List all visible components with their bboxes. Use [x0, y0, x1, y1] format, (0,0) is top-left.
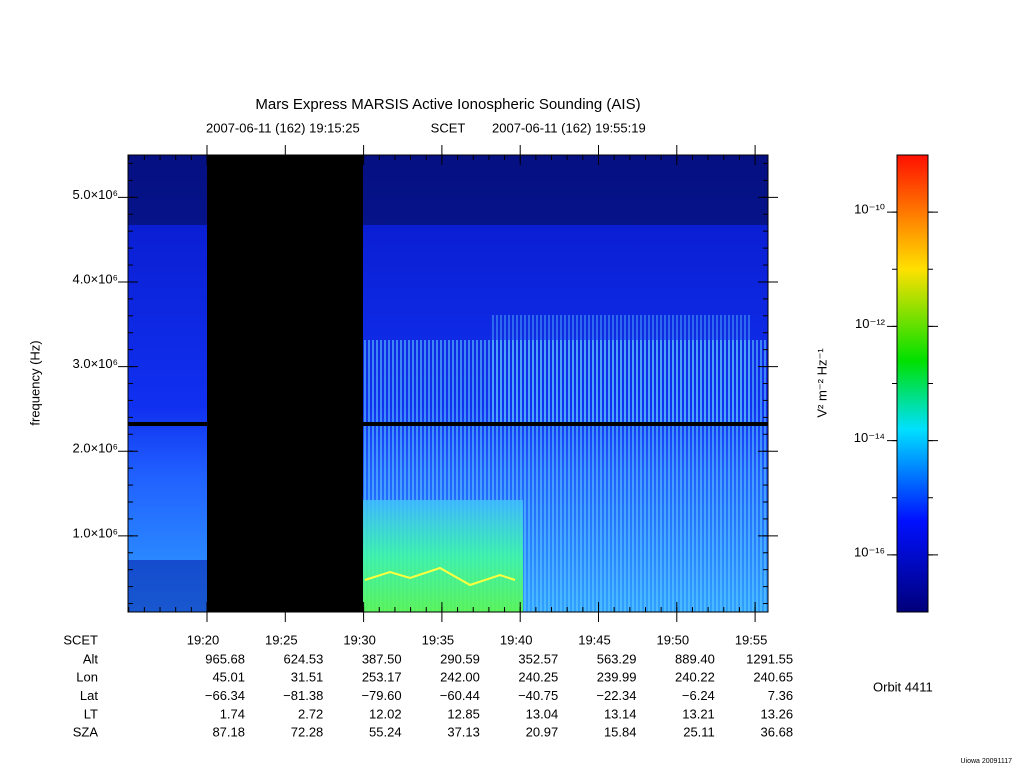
orbit-label: Orbit 4411 [873, 679, 933, 694]
y-tick-label: 3.0×10⁶ [73, 356, 118, 371]
colorbar-label: V² m⁻² Hz⁻¹ [814, 348, 829, 418]
table-cell: 55.24 [369, 725, 402, 740]
credit: Uiowa 20091117 [960, 758, 1012, 765]
end-time: 2007-06-11 (162) 19:55:19 [492, 120, 646, 135]
table-cell: 20.97 [526, 725, 559, 740]
table-cell: −40.75 [518, 688, 558, 703]
x-tick-label: 19:30 [343, 632, 376, 647]
x-tick-label: 19:45 [578, 632, 611, 647]
table-cell: 624.53 [284, 651, 324, 666]
colorbar-tick-label: 10⁻¹⁶ [854, 544, 885, 559]
table-cell: 965.68 [205, 651, 245, 666]
table-cell: 15.84 [604, 725, 637, 740]
table-cell: −6.24 [682, 688, 715, 703]
table-cell: 242.00 [440, 670, 480, 685]
table-cell: −79.60 [361, 688, 401, 703]
table-cell: 25.11 [683, 725, 715, 740]
table-cell: 36.68 [761, 725, 794, 740]
colorbar [896, 154, 929, 613]
table-cell: −66.34 [205, 688, 245, 703]
row-label: Lon [76, 670, 98, 685]
table-cell: 240.22 [675, 670, 715, 685]
row-label: LT [84, 706, 98, 721]
chart-title: Mars Express MARSIS Active Ionospheric S… [255, 96, 640, 113]
table-cell: 352.57 [518, 651, 558, 666]
table-cell: 72.28 [291, 725, 324, 740]
x-tick-label: 19:40 [500, 632, 533, 647]
table-cell: 12.85 [447, 706, 480, 721]
x-tick-label: 19:55 [735, 632, 768, 647]
table-cell: 31.51 [291, 670, 324, 685]
table-cell: 290.59 [440, 651, 480, 666]
colorbar-tick-label: 10⁻¹⁰ [854, 202, 885, 217]
colorbar-tick-label: 10⁻¹² [855, 316, 886, 331]
table-cell: 37.13 [447, 725, 480, 740]
table-cell: 13.26 [761, 706, 794, 721]
table-cell: 240.65 [753, 670, 793, 685]
table-cell: 7.36 [768, 688, 793, 703]
table-cell: 2.72 [298, 706, 323, 721]
table-cell: 253.17 [362, 670, 402, 685]
y-tick-label: 5.0×10⁶ [73, 187, 118, 202]
table-cell: 387.50 [362, 651, 402, 666]
table-cell: 13.04 [526, 706, 559, 721]
row-label: Alt [83, 651, 99, 666]
spectrogram-image [128, 155, 768, 612]
table-cell: −22.34 [596, 688, 636, 703]
table-cell: 1.74 [220, 706, 245, 721]
table-cell: 1291.55 [746, 651, 793, 666]
table-cell: 45.01 [212, 670, 245, 685]
row-label: Lat [80, 688, 98, 703]
table-cell: 87.18 [212, 725, 245, 740]
x-tick-label: 19:50 [657, 632, 690, 647]
table-cell: 239.99 [597, 670, 637, 685]
table-cell: −81.38 [283, 688, 323, 703]
table-cell: 12.02 [369, 706, 402, 721]
table-cell: 889.40 [675, 651, 715, 666]
table-cell: −60.44 [440, 688, 480, 703]
row-label: SZA [73, 725, 99, 740]
table-cell: 563.29 [597, 651, 637, 666]
time-label: SCET [431, 120, 466, 135]
y-tick-label: 4.0×10⁶ [73, 271, 118, 286]
x-tick-label: 19:20 [187, 632, 220, 647]
y-tick-label: 2.0×10⁶ [73, 441, 118, 456]
y-axis-label: frequency (Hz) [27, 340, 42, 425]
x-tick-label: 19:35 [422, 632, 455, 647]
colorbar-tick-label: 10⁻¹⁴ [854, 430, 885, 445]
start-time: 2007-06-11 (162) 19:15:25 [206, 120, 360, 135]
y-tick-label: 1.0×10⁶ [73, 525, 118, 540]
row-label: SCET [63, 632, 98, 647]
table-cell: 13.21 [682, 706, 715, 721]
table-cell: 240.25 [518, 670, 558, 685]
table-cell: 13.14 [604, 706, 637, 721]
x-tick-label: 19:25 [265, 632, 298, 647]
